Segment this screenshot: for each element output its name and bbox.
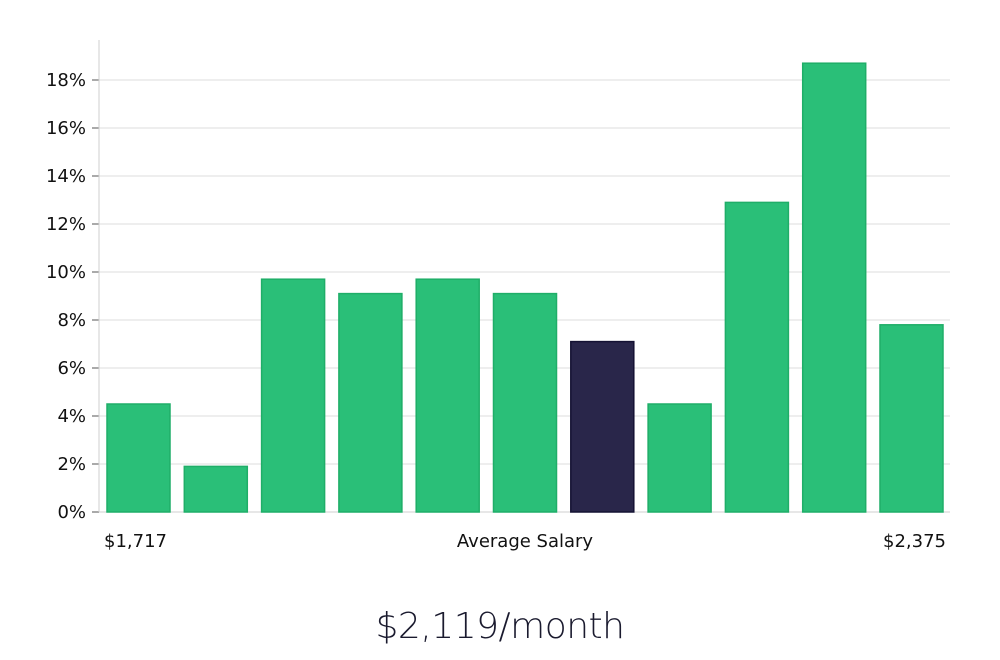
- bar: [879, 324, 944, 513]
- average-salary-headline: $2,119/month: [375, 606, 625, 647]
- bar: [724, 201, 790, 513]
- x-axis-title: Average Salary: [457, 531, 594, 552]
- y-tick-label: 12%: [46, 214, 86, 235]
- y-tick-label: 16%: [46, 118, 86, 139]
- bar: [106, 403, 171, 513]
- bar: [801, 62, 867, 513]
- y-tick-label: 8%: [57, 310, 86, 331]
- bar: [338, 292, 403, 513]
- x-max-label: $2,375: [883, 531, 946, 552]
- bar: [492, 292, 558, 513]
- bar: [415, 278, 480, 513]
- y-tick-label: 14%: [46, 166, 86, 187]
- y-tick-label: 4%: [57, 406, 86, 427]
- y-tick-label: 6%: [57, 358, 86, 379]
- y-tick-label: 2%: [57, 454, 86, 475]
- y-tick-label: 18%: [46, 70, 86, 91]
- bars: [106, 62, 944, 513]
- salary-histogram: 0% 2% 4% 6% 8% 10% 12% 14% 16% 18% $1,717 Average…: [46, 40, 950, 552]
- bar: [260, 278, 326, 513]
- bar: [647, 403, 712, 513]
- bar: [183, 465, 249, 513]
- bar-highlighted: [570, 340, 635, 513]
- y-tick-label: 0%: [57, 502, 86, 523]
- y-axis-ticks: 0% 2% 4% 6% 8% 10% 12% 14% 16% 18%: [46, 70, 99, 523]
- y-tick-label: 10%: [46, 262, 86, 283]
- x-min-label: $1,717: [104, 531, 167, 552]
